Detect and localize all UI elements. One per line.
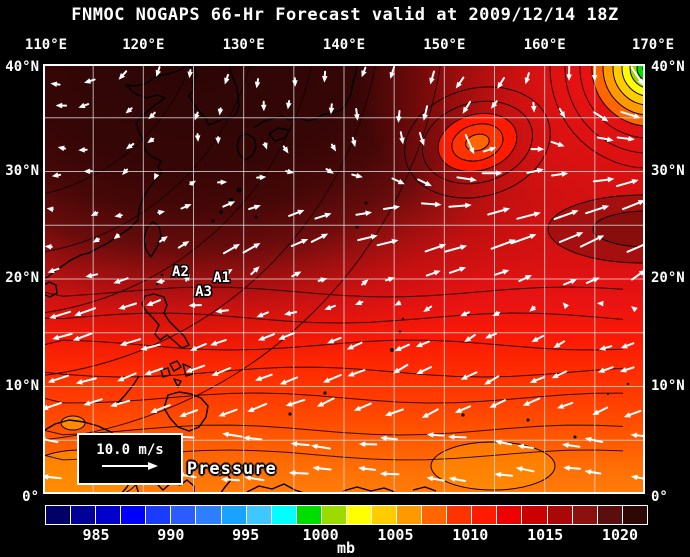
colorbar-tick: 1010 [452,526,488,544]
lon-label: 110°E [25,37,67,53]
pressure-colorbar [45,505,648,525]
colorbar-cell [372,506,396,524]
colorbar-cell [548,506,572,524]
wind-legend-speed: 10.0 m/s [79,442,181,458]
colorbar-cell [472,506,496,524]
lon-label: 170°E [632,37,674,53]
lat-label-right: 0° [651,489,668,505]
lat-label-left: 0° [22,489,39,505]
colorbar-cell [497,506,521,524]
lon-label: 150°E [423,37,465,53]
colorbar-cell [422,506,446,524]
colorbar-tick: 985 [82,526,109,544]
colorbar-tick: 1005 [377,526,413,544]
lat-label-left: 20°N [5,270,39,286]
lon-label: 140°E [323,37,365,53]
colorbar-tick: 995 [232,526,259,544]
colorbar-tick: 990 [157,526,184,544]
lon-label: 160°E [524,37,566,53]
wind-legend-arrow-icon [90,458,170,474]
colorbar-unit: mb [331,539,361,557]
colorbar-cell [573,506,597,524]
lat-label-left: 10°N [5,378,39,394]
lat-label-left: 30°N [5,163,39,179]
colorbar-cell [598,506,622,524]
lat-label-right: 30°N [651,163,685,179]
colorbar-cell [272,506,296,524]
lat-label-left: 40°N [5,59,39,75]
colorbar-cell [347,506,371,524]
colorbar-cell [121,506,145,524]
lon-label: 120°E [122,37,164,53]
lat-label-right: 40°N [651,59,685,75]
wind-speed-legend: 10.0 m/s [77,433,183,485]
colorbar-cell [322,506,346,524]
colorbar-tick: 1020 [602,526,638,544]
colorbar-cell [196,506,220,524]
lat-label-right: 20°N [651,270,685,286]
colorbar-cell [146,506,170,524]
colorbar-cell [222,506,246,524]
colorbar-cell [171,506,195,524]
colorbar-cell [397,506,421,524]
colorbar-cell [46,506,70,524]
colorbar-cell [522,506,546,524]
lat-label-right: 10°N [651,378,685,394]
colorbar-tick: 1015 [527,526,563,544]
lon-label: 130°E [223,37,265,53]
colorbar-cell [247,506,271,524]
annotation-A2: A2 [172,264,189,280]
page-title: FNMOC NOGAPS 66-Hr Forecast valid at 200… [0,5,690,25]
colorbar-cell [71,506,95,524]
annotation-A3: A3 [195,284,212,300]
colorbar-cell [96,506,120,524]
colorbar-cell [623,506,647,524]
pressure-map: A1 A2 A3 [43,64,645,494]
colorbar-cell [297,506,321,524]
annotation-A1: A1 [213,270,230,286]
colorbar-cell [447,506,471,524]
